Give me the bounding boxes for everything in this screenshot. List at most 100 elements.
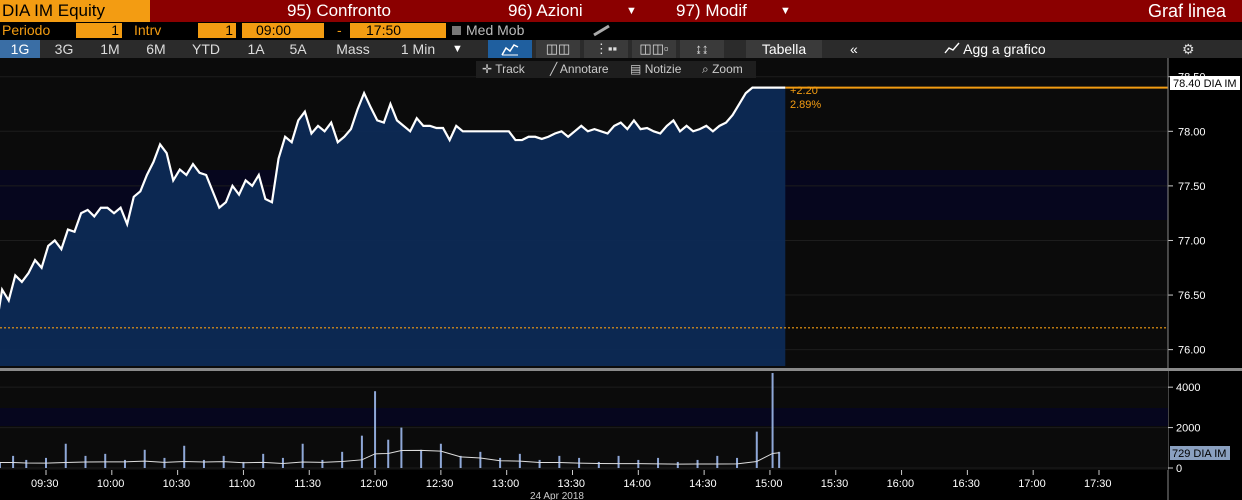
volume-bar [262,453,265,468]
start-time-field[interactable]: 09:00 [242,23,324,38]
candlestick-icon[interactable]: ⋮▪▪ [584,40,628,58]
volume-bar [499,457,502,468]
time-axis: 09:30 10:00 10:30 11:00 11:30 12:00 12:30 13:00… [31,470,1112,490]
time-tick-label: 11:30 [294,478,321,490]
volume-bar [12,455,15,468]
time-separator: - [337,22,342,38]
time-tick-label: 11:00 [228,478,255,490]
pen-icon: ╱ [550,62,558,76]
volume-band [0,408,1168,426]
periodo-field[interactable]: 1 [76,23,122,38]
news-label: Notizie [644,62,682,76]
menu-label: Azioni [536,1,583,20]
range-max-button[interactable]: Mass [336,41,370,57]
range-3g-button[interactable]: 3G [54,41,74,57]
menu-label: Modif [705,1,747,20]
change-percent: 2.89% [790,99,821,111]
volume-bar [676,461,679,468]
chevron-down-icon[interactable]: ▼ [626,5,637,17]
volume-bar [341,451,344,468]
price-tick-label: 76.00 [1178,345,1206,357]
range-toolbar: 1G 3G 1M 6M YTD 1A 5A Mass 1 Min ▼ ◫◫ ⋮▪… [0,40,1242,58]
time-tick-label: 13:30 [558,478,586,490]
annotate-label: Annotare [559,62,609,76]
news-tool[interactable]: ▤ Notizie [630,61,681,78]
price-tick-label: 77.50 [1178,181,1206,193]
volume-bar [281,457,284,468]
volume-tick-label: 0 [1176,463,1182,475]
volume-bar [143,449,146,468]
range-1g-button[interactable]: 1G [0,40,40,58]
chevron-down-icon[interactable]: ▼ [780,5,791,17]
crosshair-icon: ✛ [482,62,493,76]
ohlc-icon[interactable]: ◫◫▫ [632,40,676,58]
volume-bar [459,455,462,468]
volume-average-line [0,449,780,465]
gear-icon[interactable]: ⚙ [1182,41,1195,57]
price-tick-label: 76.50 [1178,290,1206,302]
time-tick-label: 14:00 [623,478,651,490]
last-price-label: 78.40 DIA IM [1173,78,1237,90]
time-tick-label: 12:00 [360,478,388,490]
volume-bar [242,461,245,468]
range-1a-button[interactable]: 1A [247,41,265,57]
range-1m-button[interactable]: 1M [100,41,120,57]
time-tick-label: 16:30 [952,478,980,490]
page-title: Graf linea [1147,1,1226,21]
volume-bar [163,457,166,468]
volume-bar [64,443,67,468]
menu-modif[interactable]: 97) Modif [676,0,747,22]
med-mob-label: Med Mob [466,22,525,38]
menu-number: 96) [508,1,533,20]
volume-bar [123,459,126,468]
volume-bar [439,443,442,468]
table-button[interactable]: Tabella [746,40,822,58]
collapse-button[interactable]: « [850,41,858,57]
volume-axis: 4000 2000 0 [1168,382,1200,475]
checkbox-icon [452,26,461,35]
pencil-icon[interactable] [592,24,612,37]
range-5a-button[interactable]: 5A [289,41,307,57]
security-ticker[interactable]: DIA IM Equity [0,0,150,22]
chevron-down-icon[interactable]: ▼ [452,43,463,55]
volume-bar [597,461,600,468]
date-label: 24 Apr 2018 [530,491,584,500]
volume-bar [374,391,377,468]
interval-select[interactable]: 1 Min [400,41,436,57]
compare-icon[interactable]: ↨↨ [680,40,724,58]
range-6m-button[interactable]: 6M [146,41,166,57]
end-time-field[interactable]: 17:50 [350,23,446,38]
change-absolute: +2.20 [790,85,818,97]
last-volume-tag: 729 DIA IM [1170,446,1230,460]
time-tick-label: 15:30 [821,478,849,490]
time-tick-label: 10:00 [97,478,125,490]
pane-divider[interactable] [0,368,1242,371]
zoom-tool[interactable]: ⌕ Zoom [702,61,743,78]
menu-azioni[interactable]: 96) Azioni [508,0,583,22]
intrv-field[interactable]: 1 [198,23,236,38]
volume-bar [617,455,620,468]
periodo-label: Periodo [2,22,51,38]
volume-bar [755,431,758,468]
menu-confronto[interactable]: 95) Confronto [287,0,391,22]
volume-grid [0,386,1168,469]
moving-average-toggle[interactable]: Med Mob [452,22,524,39]
price-area-fill [0,87,786,366]
price-tick-label: 77.00 [1178,235,1206,247]
range-ytd-button[interactable]: YTD [192,41,220,57]
track-label: Track [495,62,525,76]
track-tool[interactable]: ✛ Track [482,61,525,78]
add-to-chart-button[interactable]: Agg a grafico [944,40,1046,58]
volume-bar [771,373,774,468]
bar-chart-icon[interactable]: ◫◫ [536,40,580,58]
annotate-tool[interactable]: ╱ Annotare [550,61,609,78]
zoom-icon: ⌕ [702,62,709,76]
price-line [0,86,786,310]
time-tick-label: 09:30 [31,478,59,490]
line-chart-icon[interactable] [488,40,532,58]
volume-bar [479,451,482,468]
volume-bar [778,451,781,468]
chart-tools: ✛ Track ╱ Annotare ▤ Notizie ⌕ Zoom [476,61,756,78]
time-tick-label: 16:00 [887,478,915,490]
